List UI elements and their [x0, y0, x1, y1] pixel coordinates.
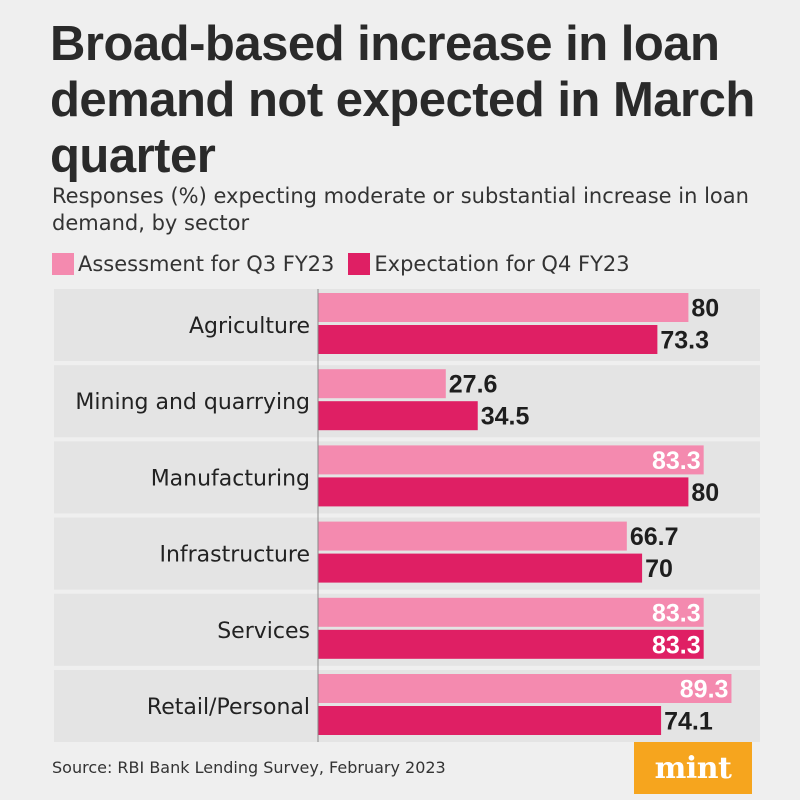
data-label-q4: 74.1 [664, 708, 713, 736]
bar-q4 [318, 477, 689, 507]
data-label-q4: 73.3 [660, 327, 709, 355]
mint-logo: mint [634, 742, 752, 794]
data-label-q3: 83.3 [652, 599, 701, 627]
bar-q4 [318, 706, 662, 735]
bar-q4 [318, 325, 658, 354]
chart-subtitle: Responses (%) expecting moderate or subs… [52, 184, 749, 235]
bar-q3 [318, 597, 704, 627]
category-label: Infrastructure [159, 543, 310, 568]
category-label: Mining and quarrying [75, 390, 310, 415]
bar-q3 [318, 445, 704, 475]
category-label: Manufacturing [151, 466, 310, 491]
legend-item-q3: Assessment for Q3 FY23 [52, 252, 334, 276]
legend-item-q4: Expectation for Q4 FY23 [348, 252, 630, 276]
bar-q4 [318, 401, 478, 431]
source-note: Source: RBI Bank Lending Survey, Februar… [52, 758, 446, 777]
legend: Assessment for Q3 FY23 Expectation for Q… [52, 250, 644, 278]
bar-q4 [318, 629, 704, 659]
data-label-q3: 27.6 [449, 371, 498, 399]
data-label-q3: 66.7 [630, 523, 679, 551]
data-label-q3: 89.3 [680, 676, 729, 704]
data-label-q4: 83.3 [652, 631, 701, 659]
category-label: Retail/Personal [147, 695, 310, 720]
data-label-q4: 70 [645, 555, 673, 583]
bar-q3 [318, 369, 446, 399]
data-label-q3: 80 [691, 295, 719, 323]
chart-title: Broad-based increase in loan demand not … [50, 17, 755, 183]
category-label: Agriculture [189, 314, 310, 339]
bar-q4 [318, 553, 643, 583]
legend-label-q3: Assessment for Q3 FY23 [78, 252, 335, 276]
data-label-q4: 34.5 [481, 403, 530, 431]
bar-q3 [318, 293, 689, 322]
legend-label-q4: Expectation for Q4 FY23 [374, 252, 630, 276]
legend-swatch-q4 [348, 253, 371, 275]
legend-swatch-q3 [52, 253, 74, 275]
bar-q3 [318, 521, 627, 551]
data-label-q3: 83.3 [652, 447, 701, 475]
category-label: Services [217, 619, 310, 644]
data-label-q4: 80 [691, 479, 719, 507]
bar-q3 [318, 674, 732, 703]
